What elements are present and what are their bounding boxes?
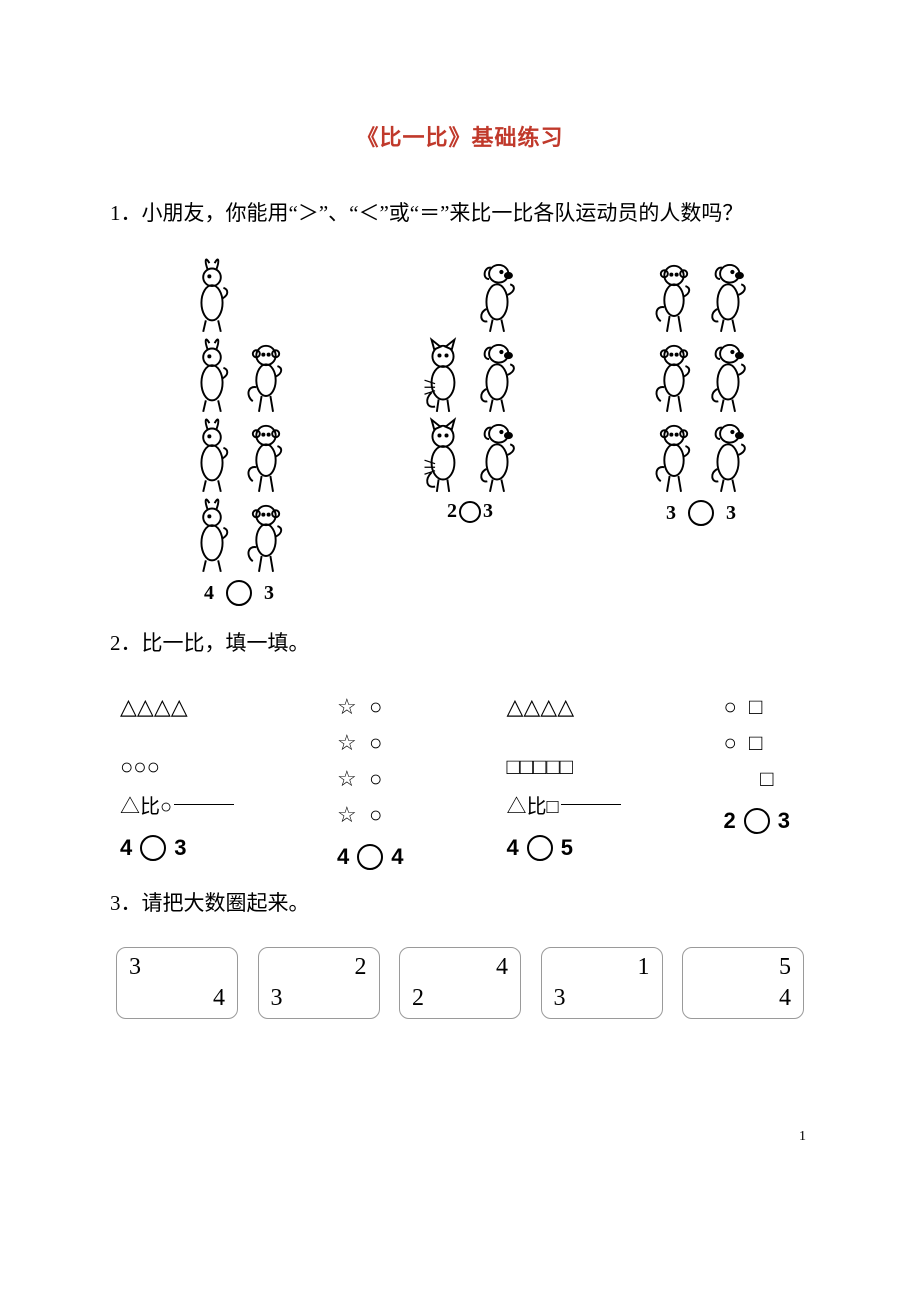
q2-block: △△△△ □□□□□ △比□ 4 5 xyxy=(506,694,620,870)
q1-compare-row: 4 3 xyxy=(204,580,274,606)
compare-blank-icon[interactable] xyxy=(527,835,553,861)
rabbit-icon xyxy=(190,494,234,574)
shape-line: ☆ ○ xyxy=(337,694,404,720)
shape-line xyxy=(506,730,620,744)
monkey-icon xyxy=(652,334,696,414)
q1-left-num: 3 xyxy=(666,502,676,525)
cat-icon xyxy=(421,414,465,494)
q1-compare-row: 3 3 xyxy=(666,500,736,526)
q3-num: 1 xyxy=(638,954,650,981)
q1-prompt: 1．小朋友，你能用“＞”、“＜”或“＝”来比一比各队运动员的人数吗？ xyxy=(110,190,810,236)
q2-right-num: 3 xyxy=(174,835,186,861)
q2-compare-row: 2 3 xyxy=(724,808,791,834)
q2-figure: △△△△ ○○○ △比○ 4 3 ☆ ○ ☆ ○ ☆ ○ ☆ ○ 4 4 △△△△ □□□□□ △比□… xyxy=(110,674,810,870)
q3-figure: 3423421354 xyxy=(110,935,810,1019)
q2-block: ☆ ○ ☆ ○ ☆ ○ ☆ ○ 4 4 xyxy=(337,694,404,870)
q2-than-line: △比□ xyxy=(506,790,620,819)
q1-right-num: 3 xyxy=(483,500,493,523)
q2-block: ○ □ ○ □ □ 2 3 xyxy=(724,694,791,870)
q3-prompt: 3．请把大数圈起来。 xyxy=(110,880,810,926)
q2-right-num: 5 xyxy=(561,835,573,861)
shape-line: ○○○ xyxy=(120,754,234,780)
q1-left-num: 2 xyxy=(447,500,457,523)
q2-right-num: 4 xyxy=(391,844,403,870)
q3-num: 3 xyxy=(129,954,141,981)
q2-left-num: 4 xyxy=(506,835,518,861)
monkey-icon xyxy=(652,414,696,494)
q3-num: 3 xyxy=(271,985,283,1012)
q2-right-num: 3 xyxy=(778,808,790,834)
q1-right-num: 3 xyxy=(726,502,736,525)
dog-icon xyxy=(475,334,519,414)
shape-line: ☆ ○ xyxy=(337,766,404,792)
shape-line: △△△△ xyxy=(120,694,234,720)
compare-blank-icon[interactable] xyxy=(744,808,770,834)
q2-left-num: 2 xyxy=(724,808,736,834)
shape-line: ○ □ xyxy=(724,730,791,756)
page-title: 《比一比》基础练习 xyxy=(110,120,810,152)
dog-icon xyxy=(706,254,750,334)
q1-group: 4 3 xyxy=(190,254,288,606)
shape-line xyxy=(120,730,234,744)
compare-blank-icon[interactable] xyxy=(688,500,714,526)
dog-icon xyxy=(706,414,750,494)
q2-compare-row: 4 4 xyxy=(337,844,404,870)
monkey-icon xyxy=(652,254,696,334)
fill-blank[interactable] xyxy=(561,804,621,805)
dog-icon xyxy=(475,414,519,494)
compare-blank-icon[interactable] xyxy=(140,835,166,861)
q2-left-num: 4 xyxy=(120,835,132,861)
q1-compare-row: 2 3 xyxy=(447,500,493,523)
q1-figure: 4 3 xyxy=(110,244,810,606)
shape-line: ☆ ○ xyxy=(337,802,404,828)
q3-number-box[interactable]: 54 xyxy=(682,947,804,1019)
compare-blank-icon[interactable] xyxy=(459,501,481,523)
shape-line: ☆ ○ xyxy=(337,730,404,756)
q3-num: 2 xyxy=(355,954,367,981)
dog-icon xyxy=(706,334,750,414)
q2-prompt: 2．比一比，填一填。 xyxy=(110,620,810,666)
compare-blank-icon[interactable] xyxy=(357,844,383,870)
shape-line: △△△△ xyxy=(506,694,620,720)
q3-number-box[interactable]: 23 xyxy=(258,947,380,1019)
q3-num: 4 xyxy=(213,985,225,1012)
q3-num: 3 xyxy=(554,985,566,1012)
q1-left-num: 4 xyxy=(204,582,214,605)
page-number: 1 xyxy=(110,1129,810,1145)
q3-number-box[interactable]: 13 xyxy=(541,947,663,1019)
rabbit-icon xyxy=(190,334,234,414)
q2-left-num: 4 xyxy=(337,844,349,870)
q1-group: 2 3 xyxy=(421,254,519,606)
q3-number-box[interactable]: 34 xyxy=(116,947,238,1019)
monkey-icon xyxy=(244,494,288,574)
q3-number-box[interactable]: 42 xyxy=(399,947,521,1019)
monkey-icon xyxy=(244,414,288,494)
q2-block: △△△△ ○○○ △比○ 4 3 xyxy=(120,694,234,870)
worksheet-page: 《比一比》基础练习 1．小朋友，你能用“＞”、“＜”或“＝”来比一比各队运动员的… xyxy=(0,0,920,1185)
cat-icon xyxy=(421,334,465,414)
q2-compare-row: 4 5 xyxy=(506,835,620,861)
shape-line: ○ □ xyxy=(724,694,791,720)
q1-right-num: 3 xyxy=(264,582,274,605)
rabbit-icon xyxy=(190,414,234,494)
q1-group: 3 3 xyxy=(652,254,750,606)
q2-than-line: △比○ xyxy=(120,790,234,819)
q3-num: 5 xyxy=(779,954,791,981)
rabbit-icon xyxy=(190,254,234,334)
q3-num: 4 xyxy=(779,985,791,1012)
q2-compare-row: 4 3 xyxy=(120,835,234,861)
monkey-icon xyxy=(244,334,288,414)
dog-icon xyxy=(475,254,519,334)
compare-blank-icon[interactable] xyxy=(226,580,252,606)
q3-num: 4 xyxy=(496,954,508,981)
shape-line: □□□□□ xyxy=(506,754,620,780)
shape-line: □ xyxy=(724,766,791,792)
fill-blank[interactable] xyxy=(174,804,234,805)
q3-num: 2 xyxy=(412,985,424,1012)
